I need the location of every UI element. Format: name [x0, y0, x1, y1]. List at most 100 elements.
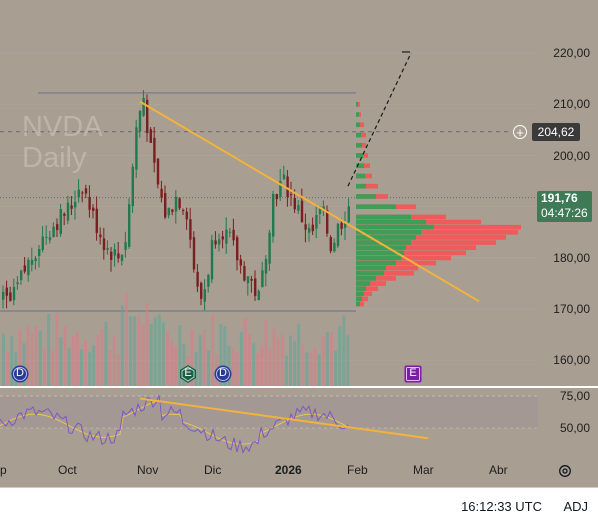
volume-bar — [309, 352, 313, 386]
volume-profile-bar — [356, 219, 426, 225]
earnings-marker[interactable]: E — [179, 365, 197, 383]
utc-clock[interactable]: 16:12:33 UTC — [461, 499, 542, 514]
candle-body — [95, 208, 98, 233]
volume-bar — [239, 331, 243, 386]
time-tick: Nov — [137, 463, 159, 477]
candle-body — [272, 194, 275, 237]
price-tick: 220,00 — [553, 46, 590, 60]
earnings-marker[interactable]: E — [404, 365, 422, 383]
candle-body — [146, 99, 149, 134]
volume-bar — [293, 340, 297, 386]
candle-body — [192, 237, 196, 270]
volume-bar — [272, 327, 276, 386]
volume-profile-bar — [356, 183, 366, 189]
volume-bar — [145, 302, 149, 386]
volume-bar — [260, 345, 264, 386]
volume-bar — [227, 345, 231, 386]
candle-body — [45, 236, 48, 238]
volume-bar — [297, 323, 301, 386]
settings-gear-icon[interactable] — [557, 463, 573, 479]
candle-body — [182, 210, 185, 212]
volume-bar — [338, 326, 342, 386]
volume-bar — [71, 335, 75, 386]
volume-bar — [88, 352, 92, 386]
add-alert-icon[interactable]: + — [513, 125, 527, 139]
candle-body — [282, 174, 286, 180]
rsi-tick: 50,00 — [559, 421, 590, 435]
candle-body — [81, 192, 84, 194]
volume-bar — [284, 355, 288, 386]
volume-profile-bar — [356, 296, 362, 302]
candle-body — [153, 137, 156, 163]
candle-body — [221, 236, 224, 240]
candle-body — [329, 237, 332, 252]
dividend-marker[interactable]: D — [214, 365, 232, 383]
volume-bar — [129, 316, 133, 386]
adj-toggle[interactable]: ADJ — [563, 499, 588, 514]
candle-body — [257, 290, 260, 301]
price-pane-bg — [0, 0, 598, 386]
volume-bar — [289, 335, 292, 386]
volume-profile-bar — [356, 240, 496, 245]
volume-bar — [38, 330, 42, 386]
volume-profile-bar — [356, 122, 360, 128]
volume-bar — [252, 343, 256, 386]
candle-body — [286, 176, 289, 198]
volume-bar — [67, 348, 71, 386]
candle-body — [12, 287, 16, 301]
candle-body — [138, 110, 142, 132]
candle-body — [279, 181, 282, 198]
price-tick: 170,00 — [553, 302, 590, 316]
status-divider — [0, 487, 598, 488]
candle-body — [326, 209, 329, 234]
candle-body — [261, 270, 264, 288]
volume-bar — [153, 317, 157, 386]
volume-bar — [30, 333, 34, 386]
volume-bar — [301, 343, 305, 386]
candle-body — [333, 242, 336, 252]
candle-body — [117, 253, 120, 259]
candle-body — [236, 237, 239, 261]
volume-bar — [235, 352, 239, 386]
time-tick: Dic — [204, 463, 222, 477]
candle-body — [293, 197, 296, 210]
price-tick: 200,00 — [553, 149, 590, 163]
rsi-tick: 75,00 — [559, 389, 590, 403]
time-tick: p — [0, 463, 7, 477]
volume-bar — [280, 334, 284, 386]
volume-bar — [178, 325, 182, 386]
volume-bar — [34, 325, 38, 386]
rsi-line — [0, 395, 349, 454]
volume-bar — [104, 321, 108, 386]
volume-bar — [182, 343, 186, 386]
volume-profile-bar — [356, 230, 421, 235]
volume-bar — [166, 331, 169, 386]
candle-body — [297, 205, 300, 211]
candle-body — [113, 249, 116, 256]
time-tick: Feb — [347, 463, 368, 477]
volume-profile-bar — [356, 230, 518, 235]
dividend-marker[interactable]: D — [11, 365, 29, 383]
volume-bar — [330, 332, 333, 386]
volume-bar — [6, 350, 10, 386]
volume-bar — [47, 313, 51, 386]
candle-body — [336, 223, 340, 247]
volume-bar — [161, 322, 165, 386]
volume-profile-bar — [356, 270, 384, 276]
volume-profile-bar — [356, 224, 521, 230]
status-bar — [0, 488, 598, 514]
volume-profile-bar — [356, 173, 365, 179]
volume-bar — [108, 349, 112, 386]
candle-body — [174, 196, 178, 212]
volume-bar — [268, 348, 272, 386]
volume-profile-bar — [356, 112, 359, 117]
watermark-symbol: NVDA — [22, 111, 103, 143]
volume-bar — [219, 324, 223, 386]
volume-bar — [276, 337, 280, 386]
volume-bar — [198, 335, 202, 386]
volume-bar — [157, 314, 161, 386]
candle-body — [214, 240, 217, 245]
volume-bar — [264, 320, 268, 386]
